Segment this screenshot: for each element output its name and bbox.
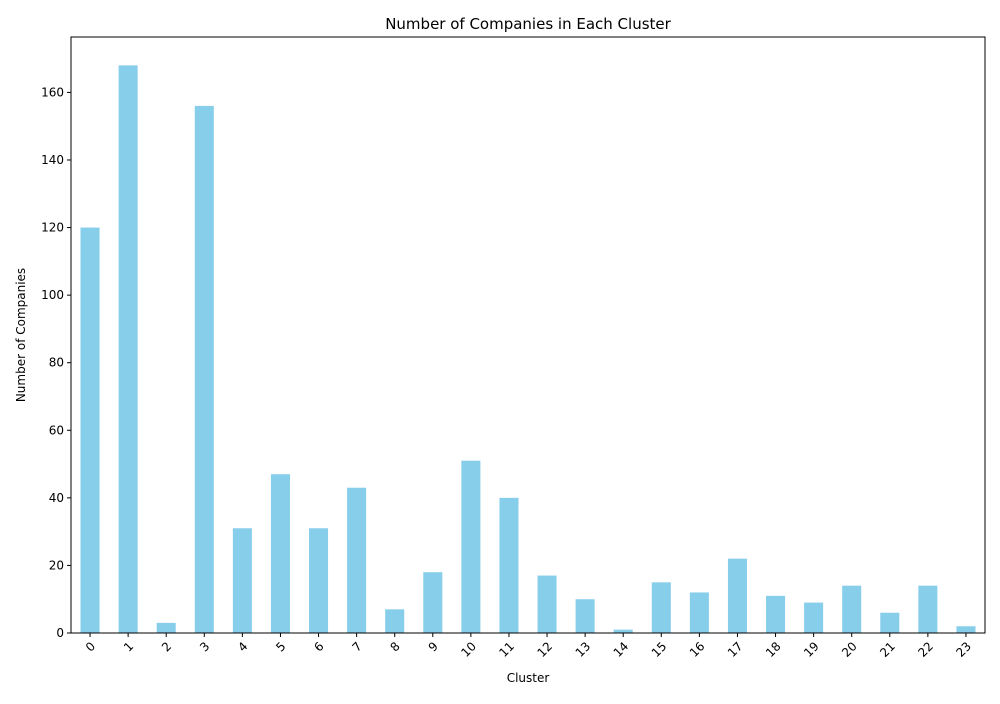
bar-cluster-5: [271, 474, 290, 633]
x-tick-label: 6: [311, 639, 326, 654]
y-tick-label: 140: [41, 153, 64, 167]
bar-cluster-12: [538, 576, 557, 633]
x-tick-label: 16: [687, 639, 708, 660]
y-tick-label: 160: [41, 85, 64, 99]
y-tick-label: 60: [49, 423, 64, 437]
bar-cluster-6: [309, 528, 328, 633]
y-tick-label: 100: [41, 288, 64, 302]
x-tick-label: 10: [458, 639, 479, 660]
x-tick-label: 13: [573, 639, 594, 660]
bar-cluster-14: [614, 630, 633, 633]
x-tick-label: 21: [877, 639, 898, 660]
bar-cluster-21: [880, 613, 899, 633]
bar-cluster-7: [347, 488, 366, 633]
bars: [81, 65, 976, 633]
x-tick-label: 1: [121, 639, 136, 654]
x-tick-label: 0: [83, 639, 98, 654]
bar-cluster-13: [576, 599, 595, 633]
y-tick-label: 120: [41, 221, 64, 235]
bar-cluster-16: [690, 592, 709, 633]
bar-cluster-2: [157, 623, 176, 633]
y-tick-label: 20: [49, 558, 64, 572]
x-tick-label: 20: [839, 639, 860, 660]
bar-cluster-20: [842, 586, 861, 633]
x-tick-label: 4: [235, 639, 250, 654]
bar-cluster-0: [81, 228, 100, 633]
x-tick-label: 17: [725, 639, 746, 660]
x-tick-label: 19: [801, 639, 822, 660]
bar-cluster-4: [233, 528, 252, 633]
x-tick-label: 2: [159, 639, 174, 654]
bar-cluster-23: [956, 626, 975, 633]
bar-cluster-10: [461, 461, 480, 633]
x-tick-label: 5: [273, 639, 288, 654]
y-tick-label: 40: [49, 491, 64, 505]
y-axis: 0 20 40 60 80 100 120 140 160: [41, 85, 71, 640]
bar-cluster-18: [766, 596, 785, 633]
y-tick-label: 80: [49, 356, 64, 370]
chart-title: Number of Companies in Each Cluster: [385, 15, 671, 33]
x-tick-label: 8: [388, 639, 403, 654]
x-tick-label: 12: [534, 639, 555, 660]
bar-cluster-8: [385, 609, 404, 633]
x-tick-label: 9: [426, 639, 441, 654]
x-tick-label: 15: [649, 639, 670, 660]
bar-cluster-1: [119, 65, 138, 633]
x-tick-label: 18: [763, 639, 784, 660]
x-tick-label: 22: [915, 639, 936, 660]
bar-cluster-9: [423, 572, 442, 633]
x-tick-label: 3: [197, 639, 212, 654]
x-tick-label: 7: [349, 639, 364, 654]
bar-cluster-15: [652, 582, 671, 633]
bar-cluster-17: [728, 559, 747, 633]
y-axis-label: Number of Companies: [14, 268, 28, 402]
x-axis: 0 1 2 3 4 5 6 7 8 9 10 11 12 13 14 15 16 17 18 19 20 21 22 23: [83, 633, 974, 660]
bar-cluster-11: [499, 498, 518, 633]
bar-cluster-19: [804, 603, 823, 633]
x-tick-label: 23: [953, 639, 974, 660]
bar-cluster-22: [918, 586, 937, 633]
x-axis-label: Cluster: [507, 671, 550, 685]
bar-cluster-3: [195, 106, 214, 633]
y-tick-label: 0: [56, 626, 64, 640]
x-tick-label: 14: [611, 639, 632, 660]
x-tick-label: 11: [496, 639, 517, 660]
